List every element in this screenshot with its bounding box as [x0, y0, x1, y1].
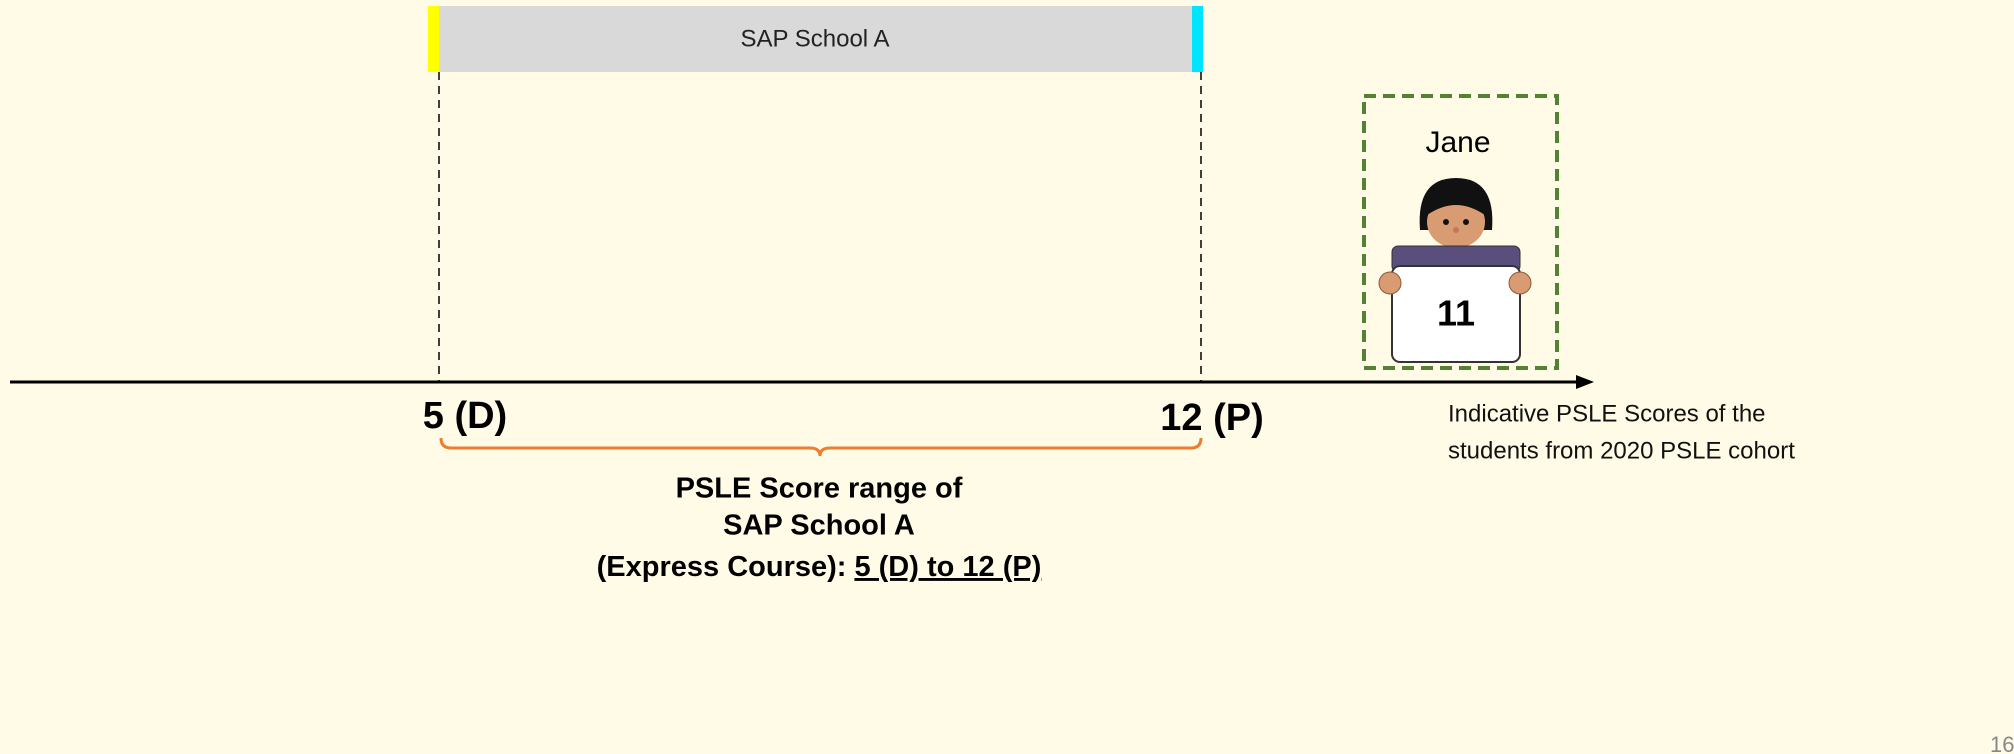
student-score: 11 — [1437, 293, 1475, 334]
student-name: Jane — [1425, 126, 1490, 159]
range-note-highlight: 5 (D) to 12 (P) — [854, 551, 1041, 583]
slide: SAP School A 5 (D) 12 (P) Indicative PSL… — [0, 0, 2014, 754]
nose — [1453, 227, 1459, 233]
bar-start-marker — [428, 6, 439, 72]
range-note-line: SAP School A — [723, 510, 915, 542]
axis-high-label: 12 (P) — [1160, 397, 1263, 439]
axis-caption: students from 2020 PSLE cohort — [1448, 437, 1795, 464]
range-note-text: (Express Course): — [597, 551, 847, 583]
range-note-line: PSLE Score range of — [676, 473, 963, 505]
page-number: 16 — [1990, 732, 2014, 754]
bar-end-marker — [1192, 6, 1203, 72]
eye — [1463, 219, 1469, 225]
hand — [1509, 272, 1531, 294]
axis-caption: Indicative PSLE Scores of the — [1448, 400, 1766, 427]
bar-label: SAP School A — [741, 25, 890, 52]
eye — [1443, 219, 1449, 225]
axis-low-label: 5 (D) — [423, 395, 507, 437]
background — [0, 0, 2014, 754]
range-note-line: (Express Course):5 (D) to 12 (P) — [597, 551, 1042, 583]
hand — [1379, 272, 1401, 294]
